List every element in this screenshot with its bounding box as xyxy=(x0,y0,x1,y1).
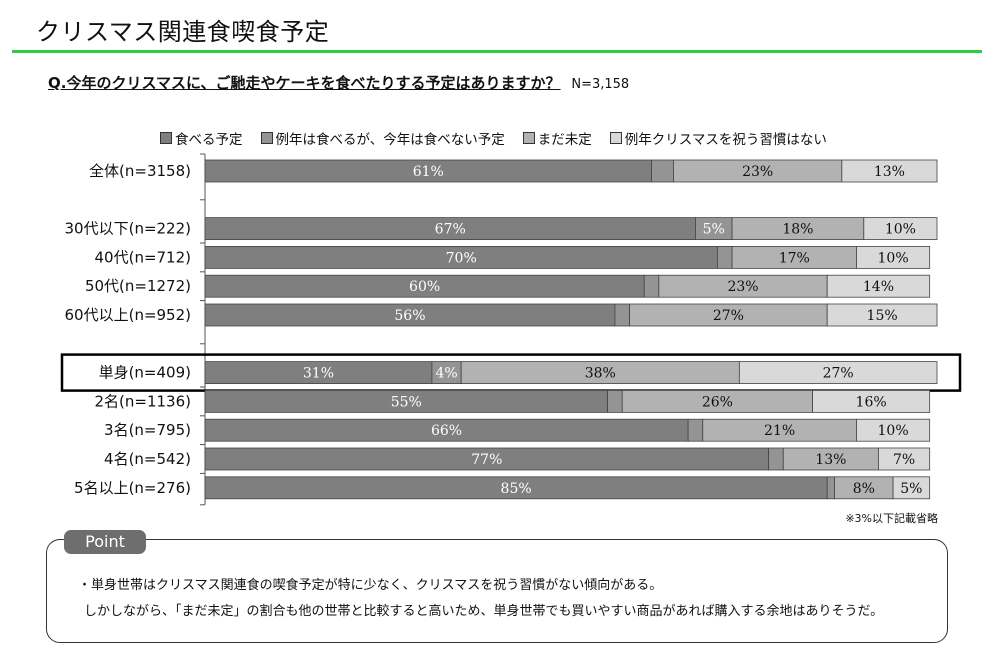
data-label: 23% xyxy=(727,279,758,295)
legend-label-no-custom: 例年クリスマスを祝う習慣はない xyxy=(624,132,827,148)
bar-segment xyxy=(878,447,931,471)
chart-legend: 食べる予定 例年は食べるが、今年は食べない予定 まだ未定 例年クリスマスを祝う習… xyxy=(160,128,827,148)
legend-swatch-eat xyxy=(160,132,172,144)
point-box xyxy=(46,539,948,643)
data-label: 67% xyxy=(435,222,466,238)
legend-swatch-undecided xyxy=(522,132,535,144)
data-label: 10% xyxy=(878,423,909,439)
data-label: 56% xyxy=(394,308,425,324)
stacked-bar-chart: 全体(n=3158) 61% 23% 13% 30代以下(n=222) 67% 5% 18% 1… xyxy=(60,153,962,506)
bar-segment xyxy=(738,361,938,385)
bar-segment xyxy=(812,389,931,413)
bar-segment xyxy=(607,389,623,413)
bar-segment xyxy=(717,246,733,269)
question-text: Q.今年のクリスマスに、ご馳走やケーキを食べたりする予定はありますか？ xyxy=(48,74,561,92)
data-label: 5% xyxy=(900,481,922,497)
page-title: クリスマス関連食喫食予定 xyxy=(36,18,330,46)
row-label: 5名以上(n=276) xyxy=(74,479,191,497)
data-label: 27% xyxy=(713,308,744,324)
legend-label-eat: 食べる予定 xyxy=(175,132,243,148)
bar-segment xyxy=(651,159,674,183)
data-label: 10% xyxy=(878,250,909,266)
row-label: 全体(n=3158) xyxy=(89,162,191,180)
bar-segment xyxy=(643,274,660,298)
data-label: 38% xyxy=(585,366,616,382)
row-label: 4名(n=542) xyxy=(104,450,191,468)
data-label: 14% xyxy=(863,279,894,295)
data-label: 27% xyxy=(823,366,854,382)
title-divider xyxy=(12,50,982,53)
row-label: 60代以上(n=952) xyxy=(65,306,192,324)
data-label: 4% xyxy=(435,366,457,382)
row-label: 40代(n=712) xyxy=(95,248,192,266)
row-label: 30代以下(n=222) xyxy=(65,220,192,238)
legend-item-undecided: まだ未定 xyxy=(522,128,592,148)
data-label: 66% xyxy=(431,423,462,439)
data-label: 31% xyxy=(303,366,334,382)
data-label: 26% xyxy=(702,394,733,410)
question-line: Q.今年のクリスマスに、ご馳走やケーキを食べたりする予定はありますか？ N=3,… xyxy=(48,72,629,93)
legend-label-not-this-year: 例年は食べるが、今年は食べない予定 xyxy=(275,132,505,148)
legend-label-undecided: まだ未定 xyxy=(537,132,592,148)
bar-segment xyxy=(841,159,938,183)
bar-segment xyxy=(892,476,931,500)
point-text-1: ・単身世帯はクリスマス関連食の喫食予定が特に少なく、クリスマスを祝う習慣がない傾… xyxy=(78,578,663,593)
data-label: 70% xyxy=(446,250,477,266)
bar-segment xyxy=(856,246,931,269)
row-label: 3名(n=795) xyxy=(104,421,191,439)
data-label: 15% xyxy=(867,308,898,324)
data-label: 23% xyxy=(742,164,773,180)
bar-segment xyxy=(768,447,784,471)
row-label: 2名(n=1136) xyxy=(95,392,192,410)
data-label: 8% xyxy=(853,481,875,497)
point-text-2: しかしながら、「まだ未定」の割合も他の世帯と比較すると高いため、単身世帯でも買い… xyxy=(84,604,884,619)
data-label: 7% xyxy=(893,452,915,468)
legend-swatch-no-custom xyxy=(609,132,622,144)
legend-swatch-not-this-year xyxy=(260,132,273,144)
data-label: 77% xyxy=(471,452,502,468)
legend-item-eat: 食べる予定 xyxy=(160,128,243,148)
data-label: 55% xyxy=(391,394,422,410)
data-label: 13% xyxy=(874,164,905,180)
data-label: 5% xyxy=(703,222,725,238)
data-label: 13% xyxy=(815,452,846,468)
data-label: 10% xyxy=(885,222,916,238)
data-label: 16% xyxy=(856,394,887,410)
bar-segment xyxy=(826,274,931,298)
legend-item-no-custom: 例年クリスマスを祝う習慣はない xyxy=(609,128,827,148)
data-label: 60% xyxy=(409,279,440,295)
bar-segment xyxy=(614,303,630,327)
bar-segment xyxy=(826,303,938,327)
data-label: 21% xyxy=(764,423,795,439)
bar-segment xyxy=(687,418,704,442)
data-label: 17% xyxy=(779,250,810,266)
legend-item-not-this-year: 例年は食べるが、今年は食べない予定 xyxy=(260,128,505,148)
row-label: 単身(n=409) xyxy=(99,364,191,382)
data-label: 61% xyxy=(413,164,444,180)
bar-segment xyxy=(826,476,835,500)
footnote: ※3%以下記載省略 xyxy=(845,512,938,525)
sample-size: N=3,158 xyxy=(571,77,630,92)
bar-segment xyxy=(863,217,938,240)
data-label: 18% xyxy=(782,222,813,238)
bar-segment xyxy=(856,418,931,442)
point-tag: Point xyxy=(64,530,146,554)
data-label: 85% xyxy=(501,481,532,497)
row-label: 50代(n=1272) xyxy=(85,277,191,295)
